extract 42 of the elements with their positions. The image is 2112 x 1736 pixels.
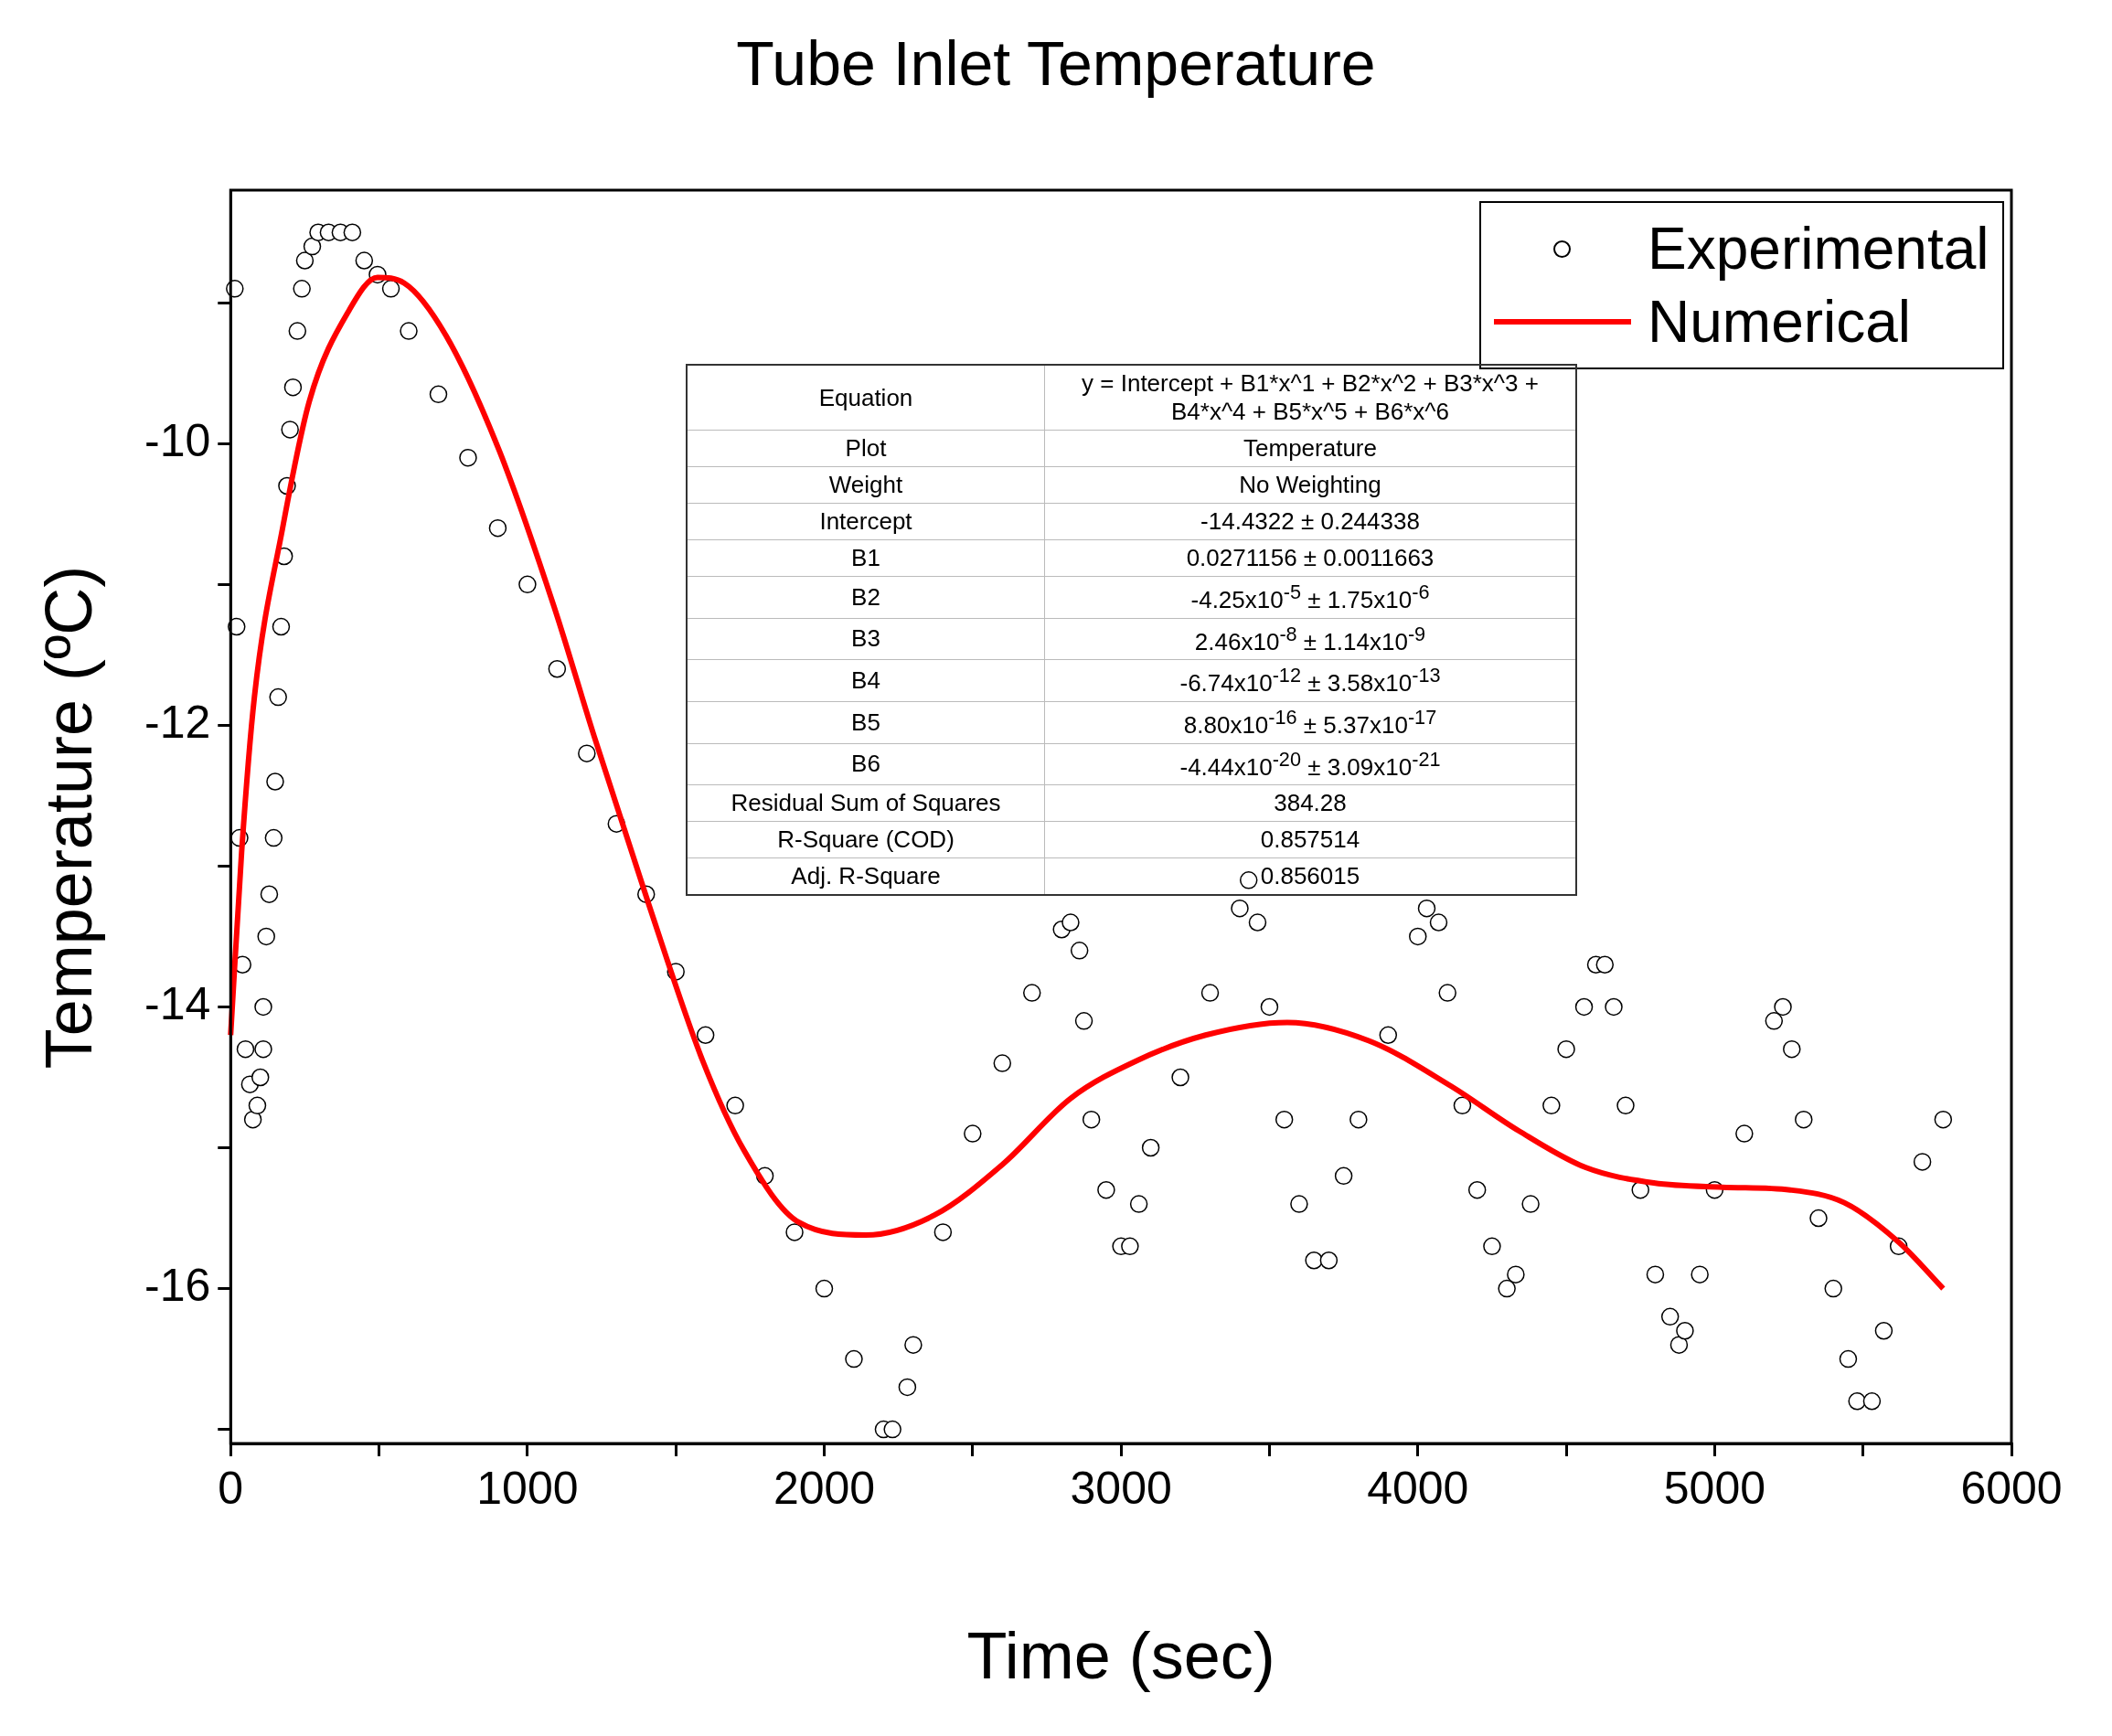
- annotation: 0.856015: [1044, 857, 1576, 896]
- annotation: 8.80x10$^{-16}$ ± 5.37x10$^{-17}$: [1044, 701, 1576, 744]
- annotation: B5: [687, 701, 1045, 744]
- x-tick-label: 5000: [1663, 1462, 1765, 1514]
- annotation: Adj. R-Square: [687, 857, 1045, 896]
- annotation: B6: [687, 743, 1045, 785]
- annotation: -6.74x10$^{-12}$ ± 3.58x10$^{-13}$: [1044, 659, 1576, 702]
- annotation: B2: [687, 576, 1045, 619]
- annotation: B3: [687, 618, 1045, 660]
- x-tick-label: 3000: [1070, 1462, 1172, 1514]
- y-tick-label: -10: [144, 415, 211, 467]
- annotation: Intercept: [687, 503, 1045, 540]
- annotation: 2.46x10$^{-8}$ ± 1.14x10$^{-9}$: [1044, 618, 1576, 660]
- legend-label: Experimental: [1648, 215, 1989, 282]
- annotation: Temperature: [1044, 430, 1576, 467]
- annotation: Weight: [687, 466, 1045, 504]
- annotation: Residual Sum of Squares: [687, 784, 1045, 822]
- annotation: 384.28: [1044, 784, 1576, 822]
- annotation: y = Intercept + B1*x^1 + B2*x^2 + B3*x^3 + B4*x^4 + B5*x^5 + B6*x^6: [1044, 365, 1576, 431]
- y-tick-label: -12: [144, 697, 211, 749]
- x-tick-label: 1000: [476, 1462, 579, 1514]
- y-tick-label: -16: [144, 1260, 211, 1312]
- y-axis-title: Temperature (ºC): [31, 565, 107, 1069]
- annotation: Equation: [687, 365, 1045, 431]
- x-tick-label: 6000: [1960, 1462, 2063, 1514]
- y-tick-label: -14: [144, 978, 211, 1030]
- x-tick-label: 0: [218, 1462, 244, 1514]
- annotation: B1: [687, 539, 1045, 577]
- annotation: 0.0271156 ± 0.0011663: [1044, 539, 1576, 577]
- legend-label: Numerical: [1648, 288, 1912, 356]
- chart-title: Tube Inlet Temperature: [735, 27, 1377, 99]
- x-tick-label: 2000: [773, 1462, 876, 1514]
- annotation: -4.44x10$^{-20}$ ± 3.09x10$^{-21}$: [1044, 743, 1576, 785]
- annotation: R-Square (COD): [687, 821, 1045, 858]
- annotation: B4: [687, 659, 1045, 702]
- annotation: -4.25x10$^{-5}$ ± 1.75x10$^{-6}$: [1044, 576, 1576, 619]
- annotation: No Weighting: [1044, 466, 1576, 504]
- x-tick-label: 4000: [1367, 1462, 1469, 1514]
- annotation: Plot: [687, 430, 1045, 467]
- annotation: -14.4322 ± 0.244338: [1044, 503, 1576, 540]
- annotation: 0.857514: [1044, 821, 1576, 858]
- x-axis-title: Time (sec): [965, 1618, 1276, 1693]
